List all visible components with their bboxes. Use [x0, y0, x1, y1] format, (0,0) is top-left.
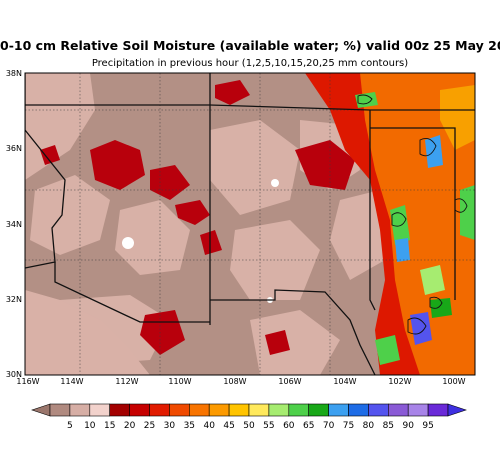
- lat-label: 34N: [6, 220, 22, 229]
- lat-label: 32N: [6, 295, 22, 304]
- colorbar-label: 95: [422, 421, 433, 431]
- colorbar-swatch: [69, 403, 91, 417]
- colorbar-swatch: [268, 403, 290, 417]
- lon-label: 108W: [223, 377, 246, 386]
- wet-red-patches: [40, 80, 355, 355]
- lat-label: 36N: [6, 144, 22, 153]
- colorbar-label: 40: [203, 421, 215, 431]
- lon-label: 114W: [60, 377, 83, 386]
- missing-data-spots: [122, 179, 279, 303]
- colorbar-swatch: [348, 403, 369, 417]
- colorbar-label: 85: [383, 421, 394, 431]
- east-yellow-patch: [440, 85, 475, 150]
- mexico-tan-area: [25, 290, 150, 375]
- colorbar: 5 10 15 20 25 30 35 40 45 50 55 60 65 70 75 80 85 90 95: [31, 403, 467, 431]
- colorbar-label: 55: [263, 421, 274, 431]
- colorbar-swatch: [288, 403, 309, 417]
- lat-label: 30N: [6, 370, 22, 379]
- lat-axis: 38N 36N 34N 32N 30N: [6, 69, 22, 379]
- colorbar-swatch: [368, 403, 389, 417]
- colorbar-label: 90: [402, 421, 414, 431]
- colorbar-swatch: [149, 403, 170, 417]
- east-green-pockets: [355, 92, 475, 365]
- colorbar-swatch: [89, 403, 111, 417]
- state-borders: [25, 73, 475, 375]
- colorbar-label: 80: [363, 421, 375, 431]
- colorbar-label: 20: [124, 421, 136, 431]
- colorbar-swatch: [427, 403, 449, 417]
- colorbar-swatch: [308, 403, 329, 417]
- colorbar-label: 5: [67, 421, 73, 431]
- colorbar-swatch: [407, 403, 429, 417]
- colorbar-label: 65: [303, 421, 314, 431]
- colorbar-label: 75: [343, 421, 354, 431]
- colorbar-label: 60: [283, 421, 295, 431]
- colorbar-label: 25: [144, 421, 155, 431]
- colorbar-swatch: [49, 403, 71, 417]
- colorbar-label: 50: [243, 421, 255, 431]
- colorbar-label: 15: [104, 421, 115, 431]
- colorbar-swatch: [328, 403, 349, 417]
- colorbar-label: 10: [84, 421, 96, 431]
- colorbar-swatch: [387, 403, 409, 417]
- colorbar-swatch: [228, 403, 250, 417]
- colorbar-left-arrow: [31, 403, 51, 417]
- lon-label: 104W: [333, 377, 356, 386]
- map-frame: [24, 72, 476, 376]
- colorbar-label: 35: [184, 421, 195, 431]
- lon-label: 102W: [388, 377, 411, 386]
- colorbar-swatch: [169, 403, 190, 417]
- colorbar-label: 30: [164, 421, 176, 431]
- lon-label: 106W: [278, 377, 301, 386]
- lon-label: 110W: [168, 377, 191, 386]
- precip-contours: [357, 94, 468, 335]
- colorbar-right-arrow: [447, 403, 467, 417]
- lat-label: 38N: [6, 69, 22, 78]
- map-field: [25, 73, 475, 375]
- lon-label: 100W: [442, 377, 465, 386]
- colorbar-label: 70: [323, 421, 335, 431]
- map-subtitle: Precipitation in previous hour (1,2,5,10…: [91, 58, 409, 69]
- map-title: 0-10 cm Relative Soil Moisture (availabl…: [0, 38, 500, 53]
- colorbar-swatch: [189, 403, 210, 417]
- lon-axis: 116W 114W 112W 110W 108W 106W 104W 102W …: [16, 377, 465, 386]
- colorbar-swatch: [208, 403, 230, 417]
- lon-label: 112W: [115, 377, 138, 386]
- colorbar-swatch: [248, 403, 270, 417]
- colorbar-label: 45: [223, 421, 234, 431]
- colorbar-swatch: [109, 403, 130, 417]
- lon-label: 116W: [16, 377, 39, 386]
- colorbar-swatch: [129, 403, 150, 417]
